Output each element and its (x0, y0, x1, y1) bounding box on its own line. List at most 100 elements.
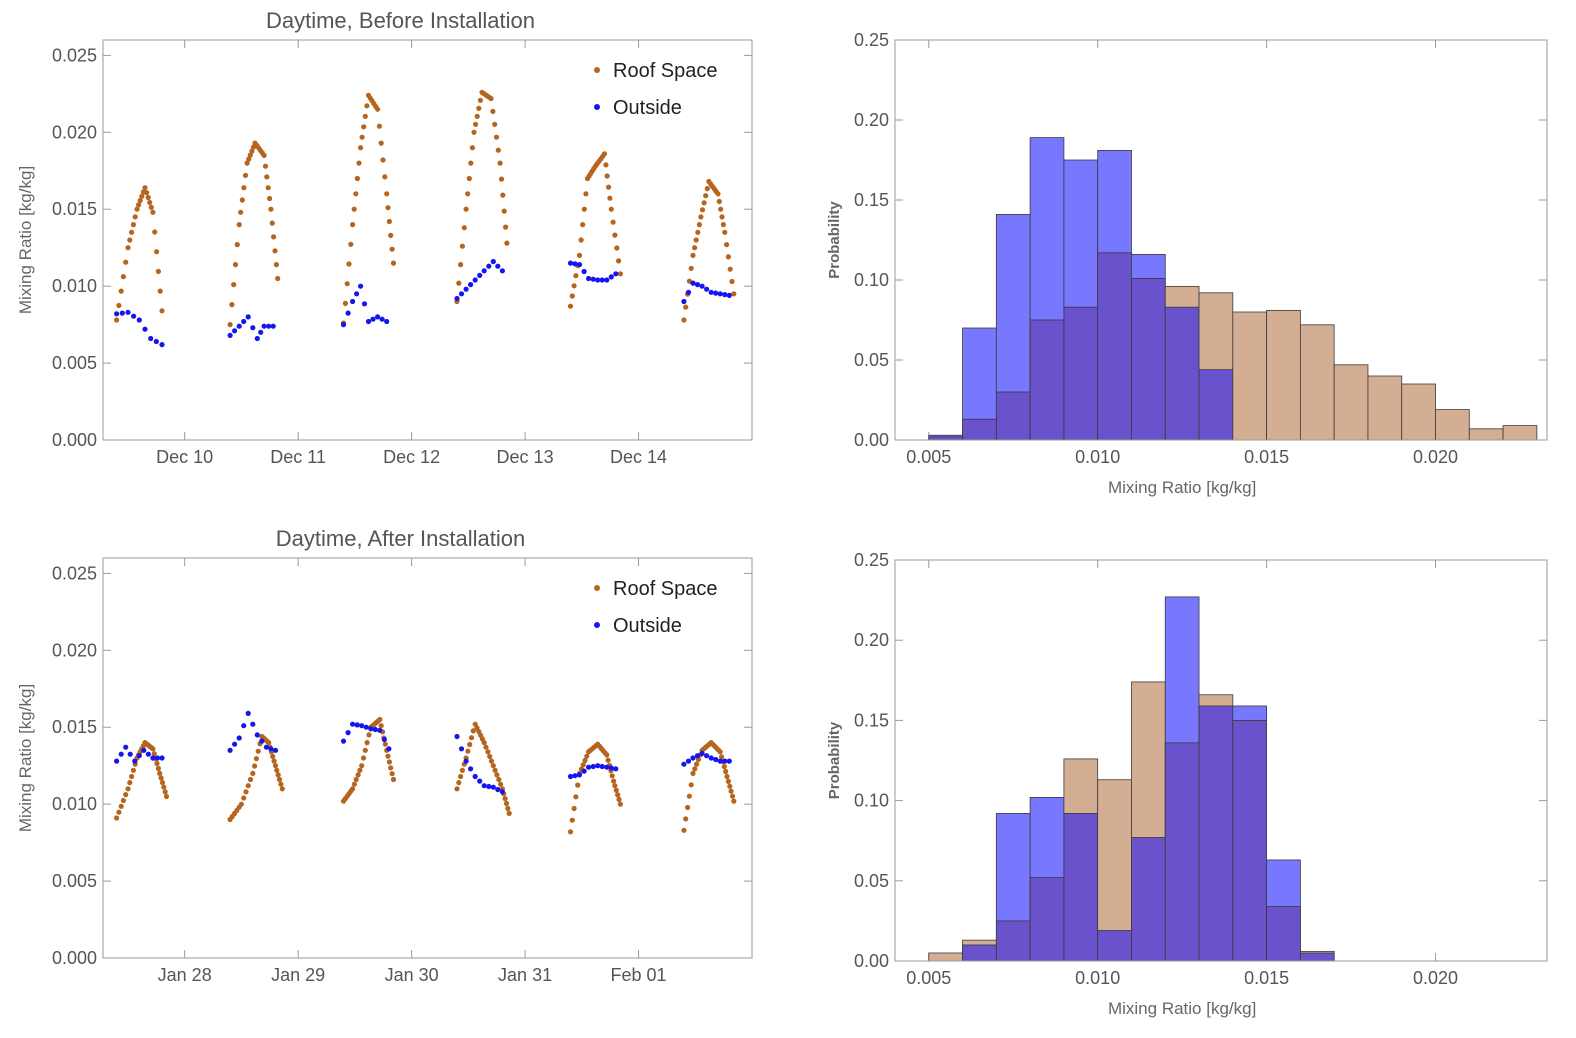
data-point (261, 152, 267, 158)
data-point (242, 172, 249, 178)
data-point (685, 758, 692, 764)
data-point (360, 755, 367, 761)
data-point (364, 103, 370, 109)
x-tick-label: 0.015 (1244, 447, 1289, 467)
x-tick-label: Dec 14 (610, 447, 667, 467)
data-point (567, 829, 574, 835)
data-point (114, 317, 120, 323)
data-point (125, 245, 131, 251)
data-point (468, 160, 474, 166)
legend-marker (594, 67, 600, 73)
data-point (123, 259, 129, 265)
data-point (604, 752, 610, 758)
data-point (472, 773, 478, 780)
data-point (239, 197, 245, 203)
data-point (388, 232, 394, 238)
x-tick-label: 0.005 (906, 968, 951, 988)
data-point (274, 767, 280, 773)
data-point (137, 198, 143, 204)
data-point (685, 289, 692, 295)
data-point (366, 732, 372, 738)
data-point (463, 758, 469, 764)
bar-roof-space (928, 952, 963, 962)
data-point (690, 770, 696, 777)
data-point (246, 156, 252, 162)
data-point (358, 145, 364, 151)
data-point (127, 780, 133, 786)
data-point (486, 783, 492, 790)
data-point (454, 295, 460, 302)
data-point (490, 108, 496, 114)
x-tick-label: Feb 01 (611, 965, 667, 985)
data-point (231, 282, 237, 288)
y-tick-label: 0.10 (854, 270, 889, 290)
data-point (252, 763, 258, 769)
data-point (724, 242, 730, 248)
y-axis-label: Mixing Ratio [kg/kg] (16, 684, 35, 832)
chart-title: Daytime, Before Installation (266, 8, 535, 33)
bar-roof-space (1401, 383, 1436, 441)
data-point (604, 173, 610, 179)
data-point (384, 191, 390, 197)
data-point (729, 793, 736, 799)
data-point (151, 751, 157, 757)
data-point (359, 763, 365, 769)
data-point (159, 342, 165, 348)
data-point (227, 322, 233, 328)
data-point (727, 783, 733, 789)
data-point (258, 329, 264, 335)
x-tick-label: 0.020 (1413, 968, 1458, 988)
bar-overlap (1164, 306, 1200, 441)
data-point (590, 763, 596, 770)
bar-roof-space (1468, 428, 1504, 441)
y-tick-label: 0.05 (854, 350, 889, 370)
data-point (361, 124, 367, 130)
data-point (116, 809, 122, 815)
data-point (357, 767, 363, 773)
data-point (255, 748, 261, 754)
data-point (158, 775, 164, 781)
data-point (580, 222, 586, 228)
data-point (134, 206, 140, 212)
data-point (376, 123, 382, 129)
bar-overlap (1131, 277, 1166, 441)
data-point (145, 194, 151, 201)
data-point (454, 733, 460, 740)
data-point (154, 755, 161, 761)
data-point (681, 317, 687, 323)
x-tick-label: Jan 28 (158, 965, 212, 985)
data-point (699, 207, 706, 213)
data-point (722, 292, 728, 298)
series-roof-space (114, 716, 737, 835)
data-point (681, 298, 687, 305)
bar-overlap (962, 944, 997, 962)
y-tick-label: 0.020 (52, 122, 97, 142)
data-point (503, 800, 510, 807)
data-point (599, 763, 605, 770)
data-point (340, 322, 347, 328)
data-point (129, 773, 135, 780)
data-point (142, 326, 148, 332)
data-point (136, 202, 142, 208)
histogram-bars (928, 137, 1538, 441)
data-point (471, 129, 477, 135)
data-point (694, 761, 700, 767)
data-point (458, 262, 464, 268)
data-point (386, 759, 392, 765)
data-point (704, 186, 710, 192)
data-point (150, 209, 156, 215)
data-point (477, 778, 483, 784)
y-tick-label: 0.010 (52, 794, 97, 814)
data-point (266, 740, 272, 746)
histogram-bars (928, 596, 1335, 962)
data-point (456, 280, 462, 286)
data-point (247, 152, 253, 158)
data-point (354, 722, 360, 728)
data-point (495, 786, 501, 793)
data-point (468, 282, 474, 288)
data-point (129, 229, 135, 235)
data-point (604, 764, 610, 770)
scatter-chart-before: 0.000 0.005 0.010 0.015 0.020 0.025 Dec 10 Dec … (16, 8, 753, 467)
data-point (499, 268, 505, 274)
